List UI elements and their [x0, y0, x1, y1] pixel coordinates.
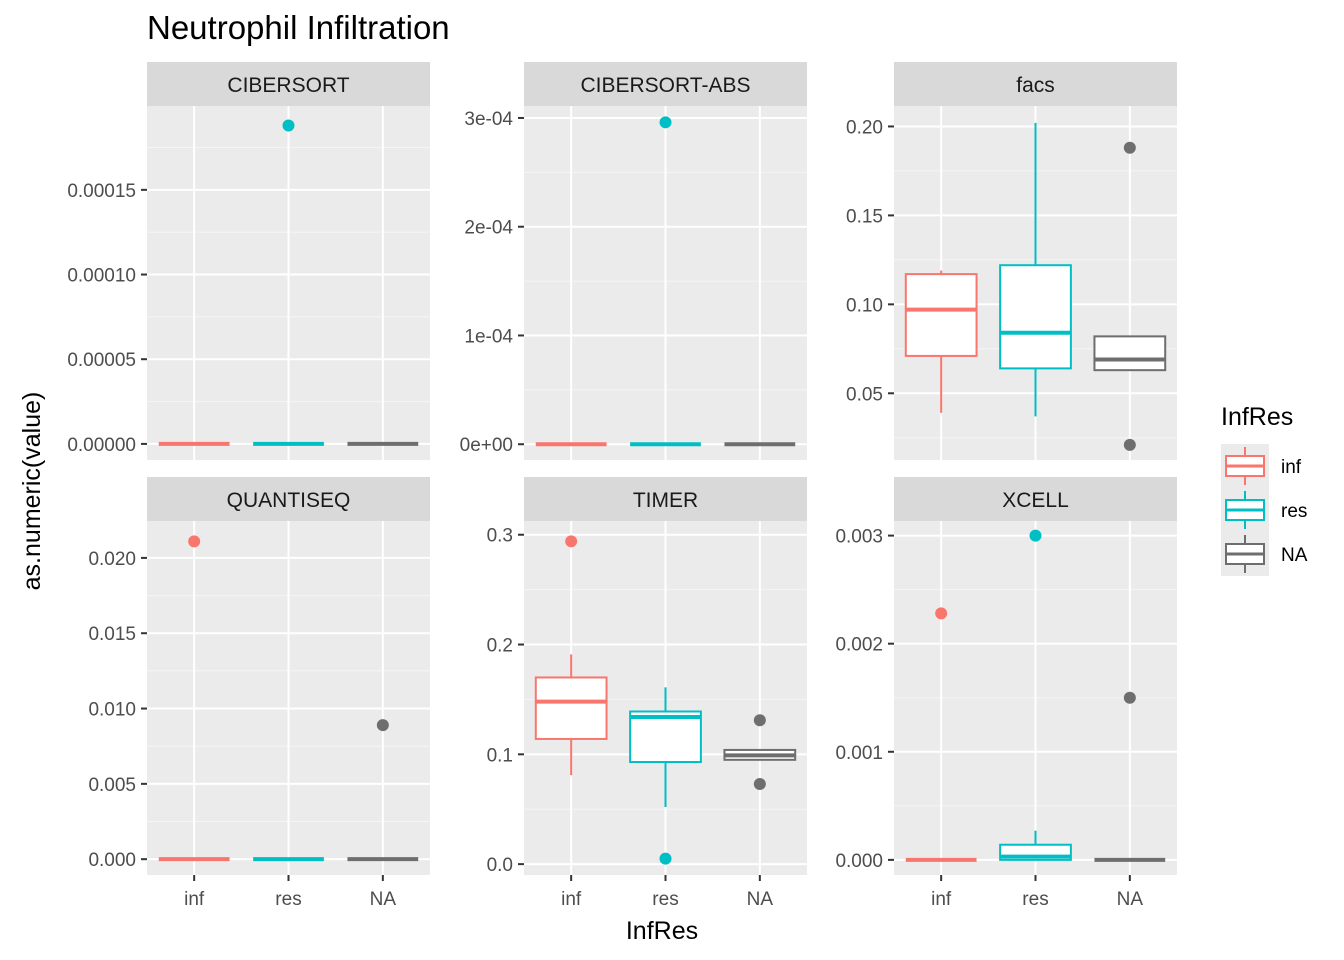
y-tick-label: 0.00000 — [67, 435, 136, 456]
y-tick-label: 0.1 — [487, 745, 513, 766]
outlier-point — [1123, 141, 1136, 154]
outlier-point — [1123, 438, 1136, 451]
facet-panel-xcell: XCELL 0.000 0.001 0.002 0.003 inf res NA — [835, 477, 1177, 910]
outlier-point — [565, 535, 578, 548]
legend-entry-label: inf — [1281, 457, 1302, 478]
box-res — [999, 122, 1072, 417]
y-tick-label: 0.015 — [88, 624, 136, 645]
y-axis-title: as.numeric(value) — [18, 392, 46, 591]
outlier-point — [753, 777, 766, 790]
x-axis-title: InfRes — [626, 917, 698, 945]
y-tick-label: 0e+00 — [460, 435, 513, 456]
x-tick-label: res — [1022, 889, 1048, 910]
y-tick-label: 0.000 — [835, 851, 883, 872]
facet-strip-label: CIBERSORT-ABS — [581, 74, 751, 97]
y-tick-label: 0.00015 — [67, 181, 136, 202]
box-na — [723, 714, 797, 790]
chart-title: Neutrophil Infiltration — [147, 9, 450, 46]
box-res — [999, 529, 1072, 861]
box-inf — [904, 270, 978, 413]
y-tick-label: 0.005 — [88, 775, 136, 796]
y-tick-label: 0.15 — [846, 206, 883, 227]
y-tick-label: 0.003 — [835, 527, 883, 548]
legend-entry-res: res — [1221, 488, 1307, 532]
x-tick-label: inf — [931, 889, 952, 910]
x-tick-label: res — [275, 889, 301, 910]
y-tick-label: 1e-04 — [464, 326, 513, 347]
x-tick-label: NA — [1117, 889, 1144, 910]
facet-strip-label: XCELL — [1002, 489, 1069, 512]
x-tick-label: inf — [184, 889, 205, 910]
facet-strip-label: TIMER — [633, 489, 698, 512]
box-inf — [158, 535, 230, 862]
facet-strip-label: QUANTISEQ — [227, 489, 351, 512]
y-tick-label: 0.0 — [487, 855, 513, 876]
y-tick-label: 0.002 — [835, 635, 883, 656]
facet-panels: CIBERSORT0.000000.000050.000100.00015CIB… — [67, 62, 1177, 910]
outlier-point — [1123, 691, 1136, 704]
legend-entry-label: NA — [1281, 545, 1308, 566]
outlier-point — [188, 535, 201, 548]
box-body — [534, 676, 608, 740]
legend-title: InfRes — [1221, 403, 1293, 431]
y-tick-label: 0.20 — [846, 117, 883, 138]
y-tick-label: 3e-04 — [464, 109, 513, 130]
box-na — [1094, 691, 1166, 862]
facet-panel-cibersort-abs: CIBERSORT-ABS 0e+00 1e-04 2e-04 3e-04 — [460, 62, 807, 460]
legend-entry-inf: inf — [1221, 444, 1302, 488]
y-tick-label: 0.10 — [846, 295, 883, 316]
facet-strip — [147, 62, 430, 106]
box-body — [904, 273, 978, 357]
x-tick-label: NA — [747, 889, 774, 910]
facet-strip-label: CIBERSORT — [227, 74, 349, 97]
y-tick-label: 0.020 — [88, 549, 136, 570]
facet-panel-facs: facs 0.05 0.10 0.15 0.20 — [846, 62, 1177, 460]
box-body — [1093, 335, 1167, 372]
box-body — [999, 264, 1072, 370]
box-body — [629, 710, 702, 764]
x-tick-label: NA — [370, 889, 397, 910]
facet-strip — [147, 477, 430, 521]
y-tick-label: 0.010 — [88, 700, 136, 721]
y-tick-label: 0.00010 — [67, 266, 136, 287]
y-tick-label: 2e-04 — [464, 218, 513, 239]
legend-entry-label: res — [1281, 501, 1307, 522]
facet-strip — [894, 62, 1177, 106]
box-na — [1093, 141, 1167, 451]
facet-strip-label: facs — [1016, 74, 1055, 97]
legend: InfRes inf res NA — [1221, 403, 1308, 576]
box-res — [253, 119, 324, 446]
y-tick-label: 0.000 — [88, 850, 136, 871]
outlier-point — [935, 607, 948, 620]
box-res — [630, 116, 701, 447]
facet-strip — [524, 62, 807, 106]
y-tick-label: 0.00005 — [67, 350, 136, 371]
x-tick-label: inf — [561, 889, 582, 910]
outlier-point — [659, 116, 672, 129]
facet-panel-quantiseq: QUANTISEQ 0.000 0.005 0.010 0.015 0.020 inf res… — [88, 477, 430, 910]
box-na — [347, 719, 419, 862]
legend-entry-na: NA — [1221, 532, 1308, 576]
box-inf — [534, 535, 608, 776]
facet-panel-timer: TIMER 0.0 0.1 0.2 0.3 inf res NA — [487, 477, 807, 910]
y-tick-label: 0.05 — [846, 384, 883, 405]
facet-strip — [524, 477, 807, 521]
facet-panel-cibersort: CIBERSORT 0.00000 0.00005 0.00010 0.00015 — [67, 62, 430, 460]
outlier-point — [753, 714, 766, 727]
outlier-point — [659, 852, 672, 865]
y-tick-label: 0.001 — [835, 743, 883, 764]
y-tick-label: 0.2 — [487, 636, 513, 657]
x-tick-label: res — [652, 889, 678, 910]
box-inf — [905, 607, 977, 862]
box-res — [629, 687, 702, 865]
y-tick-label: 0.3 — [487, 526, 513, 547]
outlier-point — [282, 119, 295, 132]
outlier-point — [376, 719, 389, 732]
outlier-point — [1029, 529, 1042, 542]
facet-strip — [894, 477, 1177, 521]
